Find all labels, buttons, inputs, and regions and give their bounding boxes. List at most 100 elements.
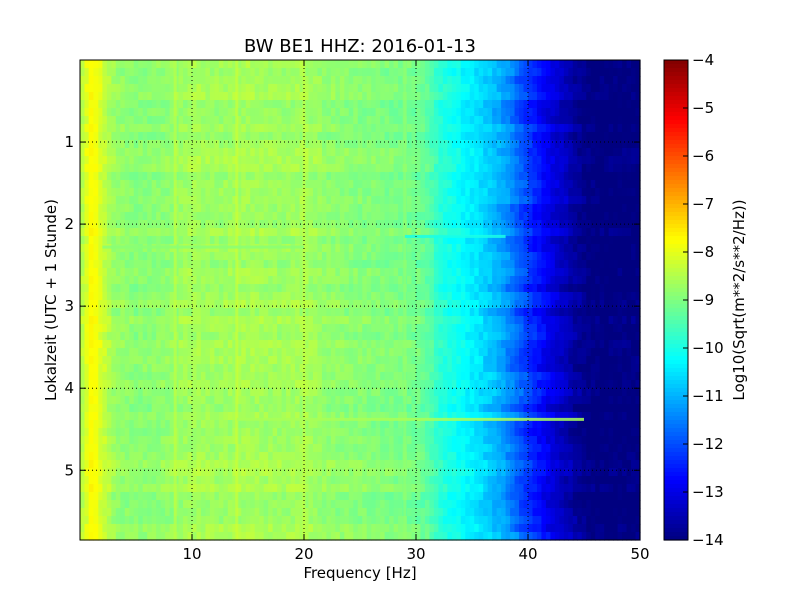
heatmap-cell: [559, 268, 565, 277]
heatmap-cell: [312, 340, 319, 349]
heatmap-cell: [393, 236, 399, 245]
heatmap-cell: [80, 188, 86, 197]
heatmap-cell: [622, 84, 628, 93]
heatmap-cell: [97, 356, 103, 365]
heatmap-cell: [317, 60, 323, 69]
heatmap-cell: [321, 108, 327, 117]
heatmap-cell: [389, 108, 395, 117]
heatmap-cell: [133, 124, 139, 133]
heatmap-cell: [550, 332, 556, 341]
heatmap-cell: [442, 244, 448, 253]
heatmap-cell: [115, 348, 121, 357]
heatmap-cell: [268, 276, 274, 285]
heatmap-cell: [205, 316, 211, 325]
heatmap-cell: [357, 172, 363, 181]
heatmap-cell: [254, 332, 260, 341]
heatmap-cell: [129, 148, 135, 157]
heatmap-cell: [478, 364, 484, 373]
heatmap-cell: [290, 252, 296, 261]
heatmap-cell: [250, 332, 256, 341]
heatmap-cell: [631, 140, 637, 149]
heatmap-cell: [505, 268, 511, 277]
heatmap-cell: [187, 188, 193, 197]
heatmap-cell: [465, 196, 471, 205]
heatmap-cell: [178, 68, 184, 77]
heatmap-cell: [568, 164, 574, 173]
heatmap-cell: [572, 148, 578, 157]
heatmap-cell: [348, 116, 354, 125]
heatmap-cell: [312, 84, 319, 93]
heatmap-cell: [519, 276, 525, 285]
heatmap-cell: [97, 260, 103, 269]
heatmap-cell: [335, 332, 341, 341]
heatmap-cell: [622, 100, 628, 109]
heatmap-cell: [366, 292, 372, 301]
heatmap-cell: [550, 132, 556, 141]
heatmap-cell: [411, 324, 417, 333]
heatmap-cell: [209, 340, 215, 349]
heatmap-cell: [617, 148, 623, 157]
heatmap-cell: [433, 92, 439, 101]
heatmap-cell: [84, 236, 90, 245]
heatmap-cell: [348, 316, 354, 325]
heatmap-cell: [218, 100, 224, 109]
heatmap-cell: [259, 220, 265, 229]
heatmap-cell: [326, 284, 332, 293]
heatmap-cell: [196, 116, 202, 125]
heatmap-cell: [295, 332, 301, 341]
heatmap-cell: [80, 236, 86, 245]
heatmap-cell: [245, 236, 251, 245]
heatmap-cell: [272, 164, 278, 173]
heatmap-cell: [424, 372, 431, 381]
heatmap-cell: [469, 260, 475, 269]
heatmap-cell: [304, 180, 310, 189]
heatmap-cell: [563, 132, 569, 141]
heatmap-cell: [541, 364, 547, 373]
heatmap-cell: [380, 100, 386, 109]
heatmap-cell: [519, 260, 525, 269]
heatmap-cell: [362, 108, 368, 117]
heatmap-cell: [151, 364, 157, 373]
heatmap-cell: [371, 116, 377, 125]
heatmap-cell: [465, 116, 471, 125]
heatmap-cell: [599, 100, 605, 109]
heatmap-cell: [398, 68, 404, 77]
heatmap-cell: [411, 60, 417, 69]
heatmap-cell: [608, 76, 614, 85]
heatmap-cell: [205, 308, 211, 317]
heatmap-cell: [326, 332, 332, 341]
heatmap-cell: [102, 316, 108, 325]
heatmap-cell: [528, 196, 534, 205]
heatmap-cell: [635, 116, 641, 125]
heatmap-cell: [106, 132, 112, 141]
heatmap-cell: [160, 268, 166, 277]
heatmap-cell: [617, 324, 623, 333]
heatmap-cell: [160, 372, 166, 381]
heatmap-cell: [581, 92, 587, 101]
heatmap-cell: [510, 92, 516, 101]
heatmap-cell: [541, 316, 547, 325]
heatmap-cell: [389, 148, 395, 157]
heatmap-cell: [559, 132, 565, 141]
heatmap-cell: [312, 300, 319, 309]
heatmap-cell: [577, 68, 583, 77]
heatmap-cell: [326, 204, 332, 213]
heatmap-cell: [281, 228, 287, 237]
heatmap-cell: [295, 308, 301, 317]
heatmap-cell: [429, 260, 435, 269]
heatmap-cell: [447, 228, 453, 237]
heatmap-cell: [416, 156, 422, 165]
heatmap-cell: [196, 196, 202, 205]
heatmap-cell: [339, 252, 345, 261]
heatmap-cell: [178, 140, 184, 149]
heatmap-cell: [541, 76, 547, 85]
heatmap-cell: [254, 164, 260, 173]
heatmap-cell: [590, 188, 596, 197]
heatmap-cell: [384, 332, 390, 341]
heatmap-cell: [312, 212, 319, 221]
heatmap-cell: [227, 92, 233, 101]
heatmap-cell: [200, 236, 207, 245]
heatmap-cell: [420, 332, 426, 341]
heatmap-cell: [281, 116, 287, 125]
heatmap-cell: [451, 84, 457, 93]
